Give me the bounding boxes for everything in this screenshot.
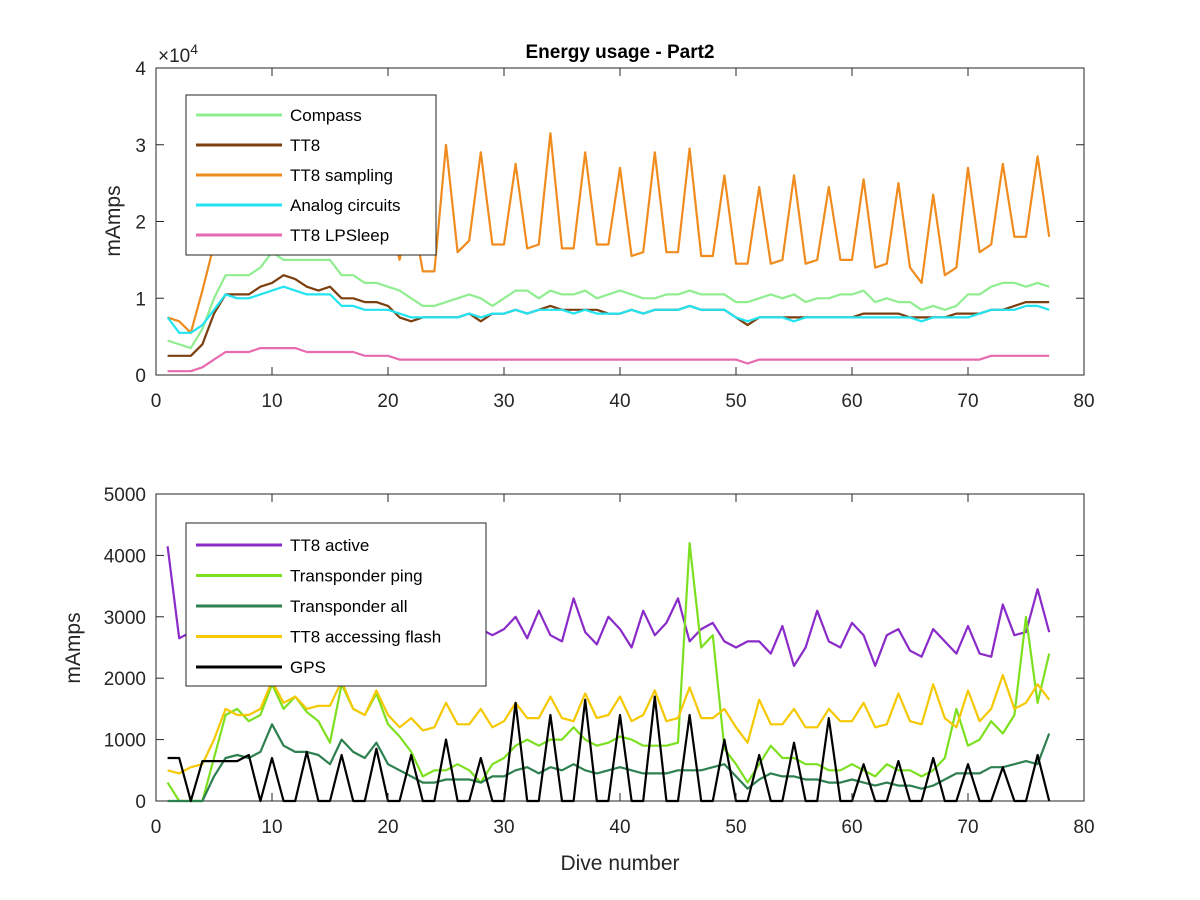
top-axes: 0 10 20 30 40 50 60 70 80 0 1 2 3 4 Energy usage - Pa… bbox=[102, 41, 1095, 412]
bottom-y-tick-label: 0 bbox=[135, 792, 146, 813]
top-ticks-group: 0 10 20 30 40 50 60 70 80 0 1 2 3 4 bbox=[135, 59, 1094, 412]
top-x-tick-label: 60 bbox=[841, 391, 862, 412]
top-legend-label-tt8: TT8 bbox=[290, 136, 320, 155]
top-legend-label-tt8-sampling: TT8 sampling bbox=[290, 166, 393, 185]
top-x-tick-label: 20 bbox=[377, 391, 398, 412]
bottom-axes: 0 10 20 30 40 50 60 70 80 0 1000 2000 3000 4000 5000 m… bbox=[62, 485, 1095, 875]
top-x-tick-label: 30 bbox=[493, 391, 514, 412]
top-y-tick-label: 1 bbox=[135, 289, 146, 310]
scale-exponent-label: ×104 bbox=[158, 41, 198, 67]
bottom-x-tick-label: 10 bbox=[261, 817, 282, 838]
bottom-series-line-gps bbox=[167, 695, 1051, 803]
top-legend-label-tt8-lpsleep: TT8 LPSleep bbox=[290, 226, 389, 245]
bottom-series-line-tt8-accessing-flash bbox=[167, 673, 1051, 775]
bottom-x-tick-label: 20 bbox=[377, 817, 398, 838]
top-y-axis-label: mAmps bbox=[102, 185, 125, 256]
bottom-legend-label-gps: GPS bbox=[290, 658, 326, 677]
chart-title: Energy usage - Part2 bbox=[525, 42, 714, 63]
bottom-legend-label-tt8-active: TT8 active bbox=[290, 536, 369, 555]
bottom-y-tick-label: 5000 bbox=[104, 485, 146, 506]
top-series-line-analog-circuits bbox=[166, 285, 1050, 334]
top-x-tick-label: 10 bbox=[261, 391, 282, 412]
bottom-series-line-transponder-all bbox=[167, 723, 1051, 803]
top-y-tick-label: 4 bbox=[135, 59, 146, 80]
scale-exponent-power: 4 bbox=[190, 41, 198, 57]
bottom-y-tick-label: 1000 bbox=[104, 731, 146, 752]
top-y-tick-label: 2 bbox=[135, 213, 146, 234]
bottom-series-line-transponder-ping bbox=[166, 541, 1051, 803]
x-axis-label: Dive number bbox=[560, 852, 679, 875]
top-x-tick-label: 0 bbox=[151, 391, 162, 412]
bottom-legend-label-transponder-all: Transponder all bbox=[290, 597, 408, 616]
bottom-ticks-group: 0 10 20 30 40 50 60 70 80 0 1000 2000 3000 4000 5000 bbox=[104, 485, 1095, 838]
bottom-x-tick-label: 0 bbox=[151, 817, 162, 838]
top-series-line-compass bbox=[167, 251, 1050, 350]
top-x-tick-label: 50 bbox=[725, 391, 746, 412]
scale-exponent-base: ×10 bbox=[158, 46, 190, 67]
bottom-legend-label-tt8-accessing-flash: TT8 accessing flash bbox=[290, 628, 441, 647]
bottom-x-tick-label: 50 bbox=[725, 817, 746, 838]
bottom-x-tick-label: 40 bbox=[609, 817, 630, 838]
top-y-tick-label: 3 bbox=[135, 136, 146, 157]
top-x-tick-label: 70 bbox=[957, 391, 978, 412]
top-legend-label-analog-circuits: Analog circuits bbox=[290, 196, 401, 215]
top-y-tick-label: 0 bbox=[135, 366, 146, 387]
bottom-x-tick-label: 80 bbox=[1073, 817, 1094, 838]
top-x-tick-label: 40 bbox=[609, 391, 630, 412]
bottom-legend-label-transponder-ping: Transponder ping bbox=[290, 567, 423, 586]
top-x-tick-label: 80 bbox=[1073, 391, 1094, 412]
bottom-y-axis-label: mAmps bbox=[62, 612, 85, 683]
bottom-x-tick-label: 60 bbox=[841, 817, 862, 838]
bottom-y-tick-label: 4000 bbox=[104, 546, 146, 567]
top-series-line-tt8-lpsleep bbox=[167, 347, 1050, 373]
bottom-x-tick-label: 70 bbox=[957, 817, 978, 838]
top-legend: Compass TT8 TT8 sampling Analog circuits TT8… bbox=[185, 94, 437, 256]
bottom-y-tick-label: 3000 bbox=[104, 608, 146, 629]
bottom-x-tick-label: 30 bbox=[493, 817, 514, 838]
top-legend-label-compass: Compass bbox=[290, 106, 362, 125]
bottom-y-tick-label: 2000 bbox=[104, 669, 146, 690]
bottom-legend: TT8 active Transponder ping Transponder al… bbox=[185, 522, 487, 687]
